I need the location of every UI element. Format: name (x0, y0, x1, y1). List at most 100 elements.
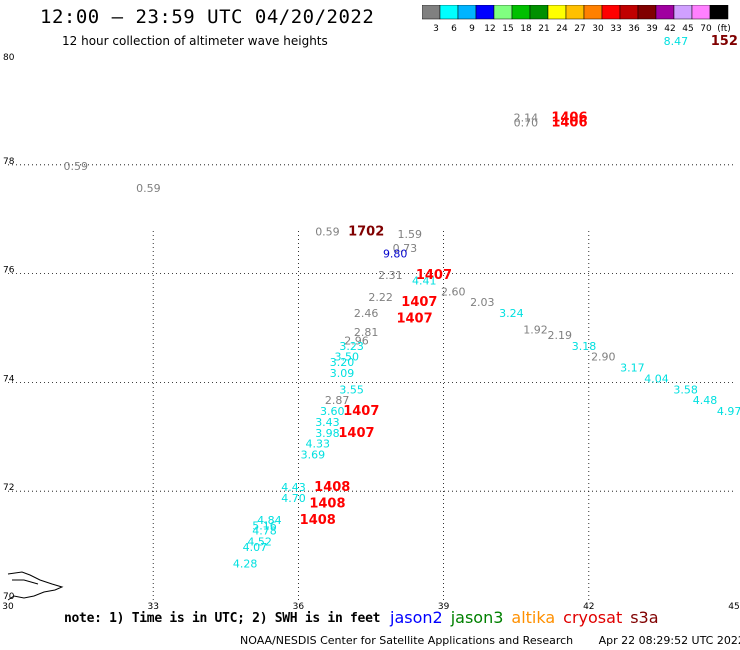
coastline-shape (7, 571, 64, 601)
color-scale-label: 3 (433, 24, 439, 34)
x-tick-label: 33 (147, 602, 158, 612)
pass-id-label: 1408 (309, 497, 345, 512)
wave-height-point: 4.84 (257, 514, 282, 527)
wave-height-point: 4.43 (281, 481, 306, 494)
y-tick-label: 74 (3, 374, 15, 384)
pass-id-label: 1407 (396, 312, 432, 327)
pass-id-label: 1407 (401, 295, 437, 310)
satellite-jason2: jason2 (390, 608, 443, 627)
satellite-jason3: jason3 (450, 608, 504, 627)
y-tick-label: 72 (3, 483, 14, 493)
y-tick-labels: 70 72 74 76 78 80 (3, 53, 15, 602)
color-scale-label: 45 (682, 24, 693, 34)
color-scale-label: 6 (451, 24, 457, 34)
x-tick-label: 45 (728, 602, 739, 612)
wave-height-point: 2.87 (325, 394, 350, 407)
color-scale-label: 33 (610, 24, 621, 34)
wave-height-point: 3.23 (339, 340, 364, 353)
wave-height-point: 3.20 (330, 356, 355, 369)
footer: NOAA/NESDIS Center for Satellite Applica… (240, 634, 740, 647)
wave-height-point: 9.80 (383, 247, 408, 260)
pass-id-label: 1406 (551, 110, 587, 125)
color-scale-legend: 3 6 9 12 15 18 21 24 27 30 33 36 39 42 45 70 (ft) (422, 5, 731, 34)
wave-height-point: 3.50 (335, 351, 360, 364)
wave-height-point: 0.70 (514, 117, 539, 130)
wave-height-point: 3.09 (330, 367, 355, 380)
pass-id-label: 1406 (551, 116, 587, 131)
color-scale-label: 21 (538, 24, 549, 34)
satellite-cryosat: cryosat (563, 608, 623, 627)
color-scale-label: 39 (646, 24, 658, 34)
wave-height-point: 3.58 (673, 383, 698, 396)
wave-height-point: 2.96 (344, 334, 369, 347)
chart-title: 12:00 – 23:59 UTC 04/20/2022 (40, 6, 375, 28)
satellite-altika: altika (511, 608, 556, 627)
wave-height-point: 5.16 (252, 519, 277, 532)
wave-height-point: 2.14 (514, 111, 539, 124)
pass-id-label: 1407 (343, 404, 379, 419)
wave-height-point: 3.69 (301, 449, 326, 462)
wave-height-point: 4.78 (252, 525, 277, 538)
color-scale-label: 42 (664, 24, 675, 34)
wave-height-point: 3.18 (572, 340, 597, 353)
pass-id-label: 1408 (300, 513, 336, 528)
wave-height-point: 2.90 (591, 351, 616, 364)
x-tick-label: 36 (293, 602, 305, 612)
pass-id-label: 1408 (314, 480, 350, 495)
wave-height-point: 4.70 (281, 492, 306, 505)
data-points: 0.590.590.59 1702 1.590.739.804.4114072.31… (64, 34, 740, 570)
wave-height-point: 0.73 (393, 242, 418, 255)
wave-height-point: 4.07 (243, 541, 268, 554)
footer-credit: NOAA/NESDIS Center for Satellite Applica… (240, 634, 574, 647)
color-scale-label: 15 (502, 24, 513, 34)
wave-height-point: 4.97 (717, 405, 740, 418)
wave-height-point: 0.59 (136, 182, 161, 195)
wave-height-point: 0.59 (64, 160, 89, 173)
color-scale-label: 12 (484, 24, 495, 34)
wave-height-point: 4.41 (412, 274, 437, 287)
color-scale-label: 27 (574, 24, 585, 34)
color-scale-label: (ft) (717, 24, 731, 34)
satellite-s3a: s3a (630, 608, 659, 627)
y-tick-label: 78 (3, 157, 15, 167)
wave-height-point: 3.60 (320, 405, 345, 418)
footer-timestamp: Apr 22 08:29:52 UTC 2022 (598, 634, 740, 647)
x-tick-label: 42 (583, 602, 594, 612)
x-tick-labels: 30 33 36 39 42 45 (2, 602, 739, 612)
color-scale-label: 9 (469, 24, 475, 34)
wave-height-point: 4.28 (233, 557, 258, 570)
wave-height-point: 4.52 (247, 536, 272, 549)
wave-height-point: 8.47 (664, 35, 689, 48)
color-scale-label: 24 (556, 24, 568, 34)
wave-height-point: 2.60 (441, 285, 466, 298)
wave-height-point: 3.43 (315, 416, 340, 429)
y-tick-label: 76 (3, 266, 15, 276)
pass-id-label: 1407 (338, 426, 374, 441)
grid-lines (8, 164, 734, 600)
pass-id-label: 1702 (348, 225, 384, 240)
color-scale-label: 18 (520, 24, 532, 34)
wave-height-point: 3.24 (499, 307, 524, 320)
wave-height-point: 3.98 (315, 427, 340, 440)
satellite-legend: jason2 jason3 altika cryosat s3a (390, 608, 667, 627)
wave-height-point: 2.22 (368, 291, 393, 304)
y-tick-label: 80 (3, 53, 15, 63)
color-swatch (709, 5, 729, 20)
wave-height-point: 4.04 (644, 372, 669, 385)
color-scale-label: 70 (700, 24, 712, 34)
pass-id-label: 1407 (416, 268, 452, 283)
color-scale-label: 30 (592, 24, 604, 34)
wave-height-point: 4.33 (306, 438, 331, 451)
note-text: note: 1) Time is in UTC; 2) SWH is in fe… (64, 611, 381, 626)
x-tick-label: 39 (438, 602, 450, 612)
wave-height-point: 2.03 (470, 296, 495, 309)
chart-subtitle: 12 hour collection of altimeter wave hei… (62, 34, 328, 48)
wave-height-point: 3.17 (620, 362, 645, 375)
wave-height-point: 2.19 (548, 329, 573, 342)
wave-height-point: 3.55 (339, 383, 364, 396)
wave-height-point: 2.31 (378, 269, 403, 282)
wave-height-point: 2.46 (354, 307, 379, 320)
wave-height-point: 1.92 (523, 323, 548, 336)
x-tick-label: 30 (2, 602, 14, 612)
